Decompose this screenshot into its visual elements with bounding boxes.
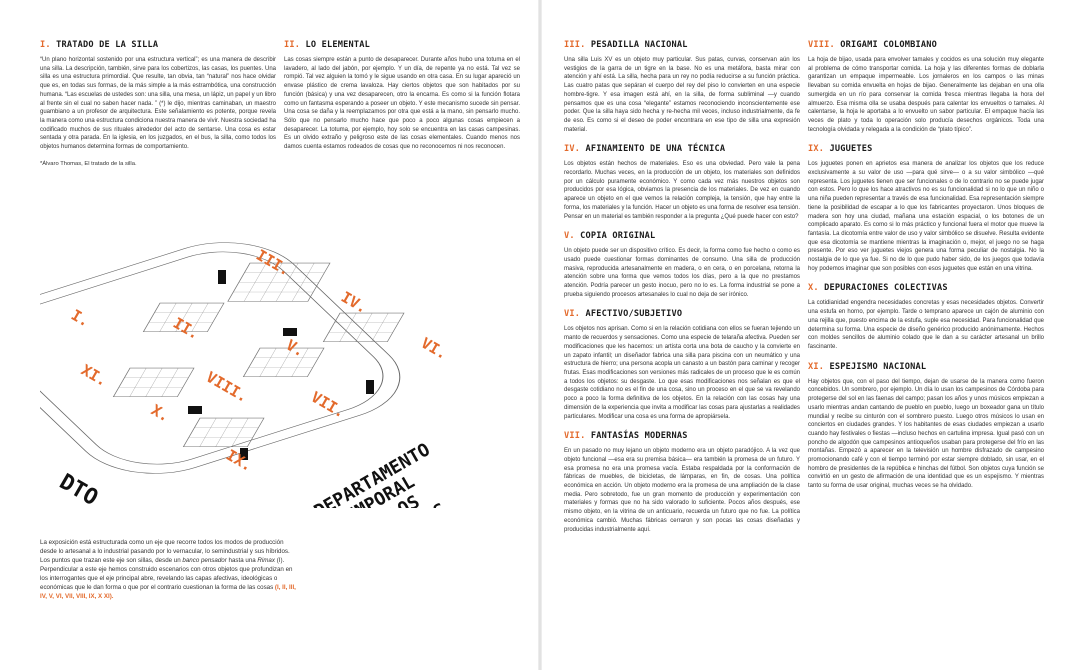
section-heading: III. PESADILLA NACIONAL (564, 40, 800, 50)
section-number: V. (564, 231, 575, 242)
section-afinamiento: IV. AFINAMIENTO DE UNA TÉCNICA Los objet… (564, 144, 800, 221)
numeral-viii: VIII. (203, 368, 251, 406)
section-body: Un objeto puede ser un dispositivo críti… (564, 248, 800, 298)
intro-text-c: (I). Perpendicular a este eje hemos cons… (40, 557, 293, 591)
exhibition-title: DEPARTAMENTO TEMPORAL DE LOS OBJETOS (311, 439, 450, 508)
intro-section-refs: (I, II, III, IV, V, VI, VII, VIII, IX, X… (40, 584, 296, 600)
section-fantasias-modernas: VII. FANTASÍAS MODERNAS En un pasado no … (564, 431, 800, 534)
right-column-1: III. PESADILLA NACIONAL Una silla Luis X… (564, 40, 800, 544)
section-body: Los juguetes ponen en aprietos esa maner… (808, 161, 1044, 272)
section-heading: II. LO ELEMENTAL (284, 40, 520, 50)
section-number: III. (564, 40, 586, 50)
section-heading: IV. AFINAMIENTO DE UNA TÉCNICA (564, 144, 800, 154)
section-title: LO ELEMENTAL (305, 40, 370, 50)
section-body: Una silla Luis XV es un objeto muy parti… (564, 57, 800, 133)
numeral-ix: IX. (223, 446, 255, 475)
section-title: COPIA ORIGINAL (580, 231, 656, 242)
section-number: I. (40, 40, 51, 50)
section-number: VII. (564, 431, 586, 442)
numeral-xi: XI. (78, 361, 110, 390)
section-title: FANTASÍAS MODERNAS (590, 431, 688, 442)
right-column-2: VIII. ORIGAMI COLOMBIANO La hoja de bija… (808, 40, 1044, 501)
right-page: III. PESADILLA NACIONAL Una silla Luis X… (540, 0, 1080, 670)
section-title: AFINAMIENTO DE UNA TÉCNICA (585, 144, 726, 155)
numeral-x: X. (148, 401, 173, 426)
intro-text-a: La exposición está estructurada como un … (40, 539, 290, 564)
intro-text-b: hasta una (226, 557, 258, 564)
section-body: Los objetos están hechos de materiales. … (564, 161, 800, 220)
numeral-vii: VII. (308, 388, 348, 422)
section-tratado-de-la-silla: I. TRATADO DE LA SILLA “Un plano horizon… (40, 40, 276, 168)
numeral-vi: VI. (418, 334, 450, 363)
numeral-iv: IV. (338, 288, 370, 317)
section-origami-colombiano: VIII. ORIGAMI COLOMBIANO La hoja de bija… (808, 40, 1044, 134)
dto-logo: DTO (55, 470, 102, 508)
section-heading: VIII. ORIGAMI COLOMBIANO (808, 40, 1044, 50)
section-title: DEPURACIONES COLECTIVAS (824, 283, 948, 294)
section-number: IX. (808, 144, 825, 155)
section-heading: I. TRATADO DE LA SILLA (40, 40, 276, 50)
intro-italic-b: Rimax (257, 557, 275, 564)
section-title: TRATADO DE LA SILLA (56, 40, 159, 50)
section-body: En un pasado no muy lejano un objeto mod… (564, 448, 800, 533)
grid-module-2 (227, 262, 331, 302)
chair-markers (188, 270, 374, 460)
section-heading: XI. ESPEJISMO NACIONAL (808, 362, 1044, 372)
section-body: La hoja de bijao, usada para envolver ta… (808, 57, 1044, 133)
section-number: XI. (808, 361, 825, 372)
section-number: IV. (564, 144, 581, 155)
section-number: VI. (564, 309, 581, 320)
section-title: AFECTIVO/SUBJETIVO (585, 309, 683, 320)
section-title: PESADILLA NACIONAL (590, 40, 688, 50)
section-number: II. (284, 40, 301, 50)
section-number: VIII. (808, 40, 835, 50)
section-body: “Un plano horizontal sostenido por una e… (40, 57, 276, 151)
section-body: Hay objetos que, con el paso del tiempo,… (808, 378, 1044, 490)
exhibition-floor-plan: I. II. III. IV. V. VI. VII. VIII. IX. X.… (40, 242, 450, 508)
section-number: X. (808, 283, 819, 294)
grid-module-4 (242, 347, 325, 378)
section-heading: VII. FANTASÍAS MODERNAS (564, 431, 800, 441)
section-afectivo-subjetivo: VI. AFECTIVO/SUBJETIVO Los objetos nos a… (564, 309, 800, 421)
section-espejismo-nacional: XI. ESPEJISMO NACIONAL Hay objetos que, … (808, 362, 1044, 491)
section-juguetes: IX. JUGUETES Los juguetes ponen en aprie… (808, 144, 1044, 273)
grid-module-5 (322, 312, 405, 343)
section-lo-elemental: II. LO ELEMENTAL Las cosas siempre están… (284, 40, 520, 152)
grid-module-1 (142, 302, 225, 333)
grid-module-6 (182, 417, 265, 448)
section-heading: VI. AFECTIVO/SUBJETIVO (564, 309, 800, 319)
page-spine (538, 0, 542, 670)
intro-italic-a: banco pensador (182, 557, 227, 564)
exhibition-track (40, 242, 401, 474)
footnote: *Álvaro Thomas, El tratado de la silla. (40, 160, 137, 167)
section-heading: IX. JUGUETES (808, 144, 1044, 154)
section-pesadilla-nacional: III. PESADILLA NACIONAL Una silla Luis X… (564, 40, 800, 134)
section-title: ESPEJISMO NACIONAL (829, 361, 927, 372)
section-heading: X. DEPURACIONES COLECTIVAS (808, 283, 1044, 293)
exhibition-intro: La exposición está estructurada como un … (40, 538, 298, 601)
left-page: I. TRATADO DE LA SILLA “Un plano horizon… (40, 40, 520, 601)
section-title: ORIGAMI COLOMBIANO (840, 40, 937, 50)
grid-module-3 (112, 367, 195, 398)
section-depuraciones-colectivas: X. DEPURACIONES COLECTIVAS La cotidianid… (808, 283, 1044, 351)
section-copia-original: V. COPIA ORIGINAL Un objeto puede ser un… (564, 231, 800, 299)
section-body: Las cosas siempre están a punto de desap… (284, 57, 520, 151)
section-title: JUGUETES (829, 144, 873, 155)
section-heading: V. COPIA ORIGINAL (564, 231, 800, 241)
section-body: La cotidianidad engendra necesidades con… (808, 300, 1044, 350)
numeral-i: I. (68, 306, 93, 331)
section-body: Los objetos nos aprisan. Como si en la r… (564, 326, 800, 420)
